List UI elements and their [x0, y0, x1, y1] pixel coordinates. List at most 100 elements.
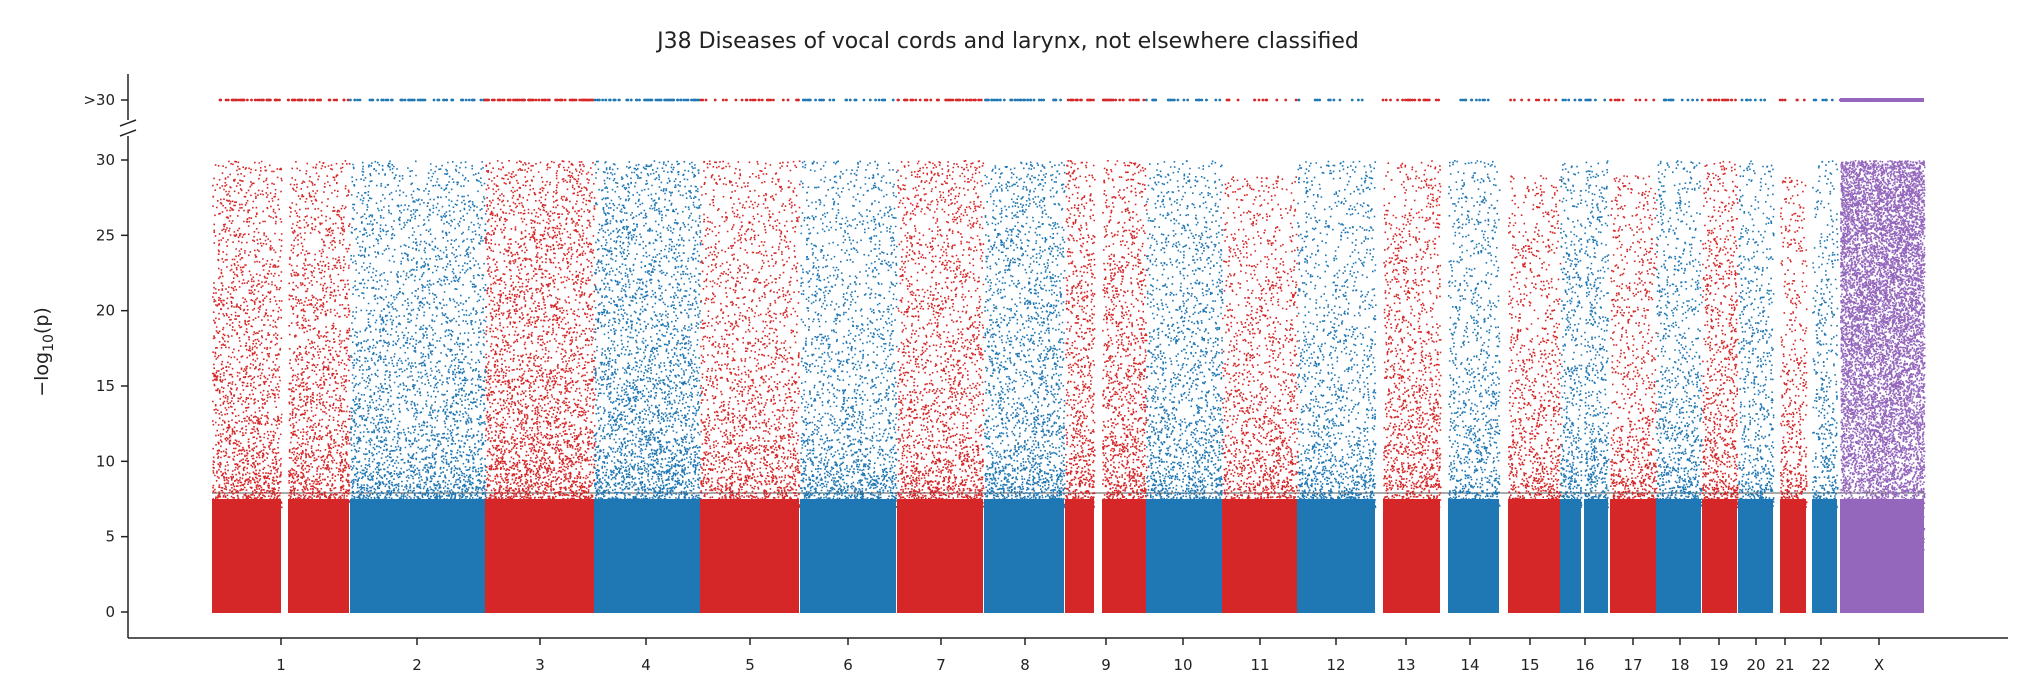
x-ticks-group: 1 2 3 4 5 6 7 8 9 10 11 12 13 14 15 16 17 18 19 20 21 22 X [276, 638, 1884, 674]
chromosome-14-scatter [1448, 160, 1501, 509]
chromosome-12-points [1297, 98, 1377, 613]
chromosome-7-dense-block [897, 499, 983, 613]
chromosome-18-dense-block [1656, 499, 1701, 613]
chromosome-3-capped-points [483, 98, 595, 102]
chromosome-5-dense-block [700, 499, 799, 613]
y-tick-label: 5 [105, 528, 115, 546]
y-tick-label-broken: >30 [83, 91, 115, 109]
chromosome-14-dense-block [1448, 499, 1499, 613]
chromosome-19-scatter [1702, 160, 1739, 509]
x-tick-label-16: 16 [1575, 656, 1594, 674]
chromosome-1-capped-points [218, 98, 281, 102]
points-group [212, 98, 1926, 613]
chromosome-21-scatter [1780, 177, 1808, 509]
x-tick-label-9: 9 [1101, 656, 1111, 674]
chromosome-9-scatter [1065, 160, 1096, 509]
chromosome-6-points [800, 98, 898, 613]
chromosome-15-scatter [1508, 175, 1562, 509]
chromosome-21-points [1778, 98, 1808, 613]
chromosome-12-scatter [1297, 160, 1377, 509]
chromosome-8-dense-block [984, 499, 1064, 613]
chromosome-9-scatter [1102, 160, 1148, 509]
x-tick-label-17: 17 [1623, 656, 1642, 674]
chromosome-19-dense-block [1702, 499, 1737, 613]
x-tick-label-11: 11 [1250, 656, 1269, 674]
y-axis-label-end: (p) [31, 307, 53, 334]
chromosome-11-scatter [1222, 175, 1299, 509]
y-tick-label: 30 [96, 151, 115, 169]
chart-title: J38 Diseases of vocal cords and larynx, … [655, 29, 1359, 54]
y-tick-label: 25 [96, 226, 115, 244]
chromosome-10-scatter [1146, 160, 1224, 509]
x-tick-label-12: 12 [1326, 656, 1345, 674]
chromosome-3-scatter [485, 160, 596, 509]
chromosome-1-capped-points [286, 98, 350, 102]
chromosome-3-points [483, 98, 596, 613]
y-ticks-group: 0 5 10 15 20 25 30 >30 [83, 91, 128, 621]
x-tick-label-10: 10 [1173, 656, 1192, 674]
chromosome-22-scatter [1812, 160, 1839, 509]
chromosome-X-points [1838, 98, 1926, 613]
chromosome-20-scatter [1738, 160, 1775, 509]
x-tick-label-4: 4 [641, 656, 651, 674]
chromosome-9-capped-points [1066, 98, 1095, 102]
y-tick-label: 20 [96, 302, 115, 320]
axis-break-mark-lower [119, 129, 137, 137]
chromosome-20-dense-block [1738, 499, 1773, 613]
chromosome-6-scatter [800, 160, 898, 509]
chromosome-22-points [1812, 98, 1839, 613]
chromosome-18-capped-points [1662, 98, 1699, 102]
y-axis-label-sub: 10 [41, 334, 57, 352]
chromosome-15-capped-points [1509, 98, 1558, 102]
chromosome-17-points [1609, 98, 1658, 613]
chromosome-14-points [1448, 98, 1501, 613]
chromosome-8-scatter [984, 161, 1066, 509]
chromosome-12-capped-points [1297, 98, 1364, 102]
x-tick-label-8: 8 [1020, 656, 1030, 674]
chromosome-21-capped-points [1778, 98, 1806, 102]
chromosome-16-dense-block [1584, 499, 1608, 613]
chromosome-19-points [1700, 98, 1739, 613]
chromosome-2-capped-points [348, 98, 486, 102]
y-tick-label: 0 [105, 603, 115, 621]
x-tick-label-2: 2 [412, 656, 422, 674]
x-tick-label-19: 19 [1709, 656, 1728, 674]
x-tick-label-22: 22 [1811, 656, 1830, 674]
chromosome-13-dense-block [1383, 499, 1440, 613]
chromosome-22-capped-points [1812, 98, 1834, 102]
chromosome-21-dense-block [1780, 499, 1806, 613]
chromosome-2-points [348, 98, 487, 613]
chromosome-2-dense-block [350, 499, 485, 613]
x-tick-label-18: 18 [1670, 656, 1689, 674]
y-tick-label: 15 [96, 377, 115, 395]
chromosome-16-dense-block [1560, 499, 1581, 613]
chromosome-X-capped-points [1838, 98, 1923, 102]
chromosome-17-scatter [1610, 175, 1658, 509]
chromosome-9-dense-block [1065, 499, 1094, 613]
x-tick-label-13: 13 [1396, 656, 1415, 674]
chromosome-10-capped-points [1145, 98, 1222, 102]
chromosome-20-capped-points [1740, 98, 1767, 102]
chromosome-4-capped-points [593, 98, 701, 102]
chromosome-16-scatter [1560, 162, 1583, 509]
chromosome-4-scatter [594, 160, 702, 509]
chromosome-1-points [212, 98, 351, 613]
chromosome-11-capped-points [1225, 98, 1298, 102]
chromosome-2-scatter [350, 160, 487, 509]
chromosome-10-points [1145, 98, 1224, 613]
chromosome-16-capped-points [1561, 98, 1583, 102]
chromosome-13-scatter [1383, 160, 1442, 509]
x-tick-label-3: 3 [535, 656, 545, 674]
chromosome-9-capped-points [1101, 98, 1146, 102]
chromosome-5-scatter [700, 160, 801, 509]
chromosome-7-capped-points [896, 98, 983, 102]
x-tick-label-6: 6 [843, 656, 853, 674]
chromosome-12-dense-block [1297, 499, 1375, 613]
chromosome-16-capped-points [1584, 98, 1607, 102]
chromosome-1-scatter [288, 160, 351, 509]
x-tick-label-5: 5 [745, 656, 755, 674]
chromosome-6-dense-block [800, 499, 896, 613]
x-tick-label-1: 1 [276, 656, 286, 674]
chromosome-15-dense-block [1508, 499, 1560, 613]
